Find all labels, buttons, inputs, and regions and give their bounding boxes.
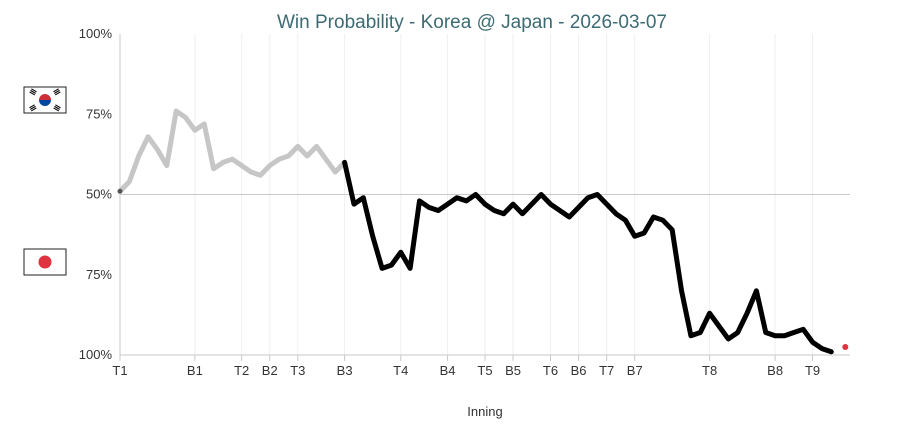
end-marker-dot: [842, 343, 849, 350]
x-tick-label: T5: [477, 363, 492, 378]
x-tick-label: B8: [767, 363, 783, 378]
x-tick-label: B4: [440, 363, 456, 378]
korea-taegeuk-blue: [39, 100, 51, 106]
x-tick-label: B1: [187, 363, 203, 378]
x-tick-label: B6: [571, 363, 587, 378]
japan-flag-disc: [38, 255, 52, 269]
x-tick-label: T4: [393, 363, 408, 378]
x-tick-label: T9: [805, 363, 820, 378]
team-legend: [23, 86, 67, 276]
x-tick-label: T7: [599, 363, 614, 378]
x-axis-title: Inning: [467, 404, 502, 419]
japan-flag-icon: [23, 248, 67, 276]
series-start-point: [117, 188, 123, 194]
x-tick-label: T6: [543, 363, 558, 378]
korea-trigram: [29, 104, 37, 112]
x-tick-label: B3: [337, 363, 353, 378]
korea-flag-icon: [23, 86, 67, 114]
series-layer: [117, 108, 849, 355]
x-tick-label: T3: [290, 363, 305, 378]
chart-title: Win Probability - Korea @ Japan - 2026-0…: [277, 12, 667, 33]
y-tick-label: 100%: [79, 26, 113, 41]
korea-trigram: [29, 88, 37, 96]
x-tick-label: T1: [112, 363, 127, 378]
x-tick-label: T2: [234, 363, 249, 378]
series-line-past: [117, 108, 348, 194]
x-tick-label: B7: [627, 363, 643, 378]
korea-trigram: [53, 88, 61, 96]
y-tick-label: 50%: [86, 187, 112, 202]
x-tick-label: B5: [505, 363, 521, 378]
y-tick-label: 75%: [86, 267, 112, 282]
korea-trigram: [53, 104, 61, 112]
x-tick-label: T8: [702, 363, 717, 378]
korea-taegeuk-red: [39, 94, 51, 100]
series-line-current: [342, 159, 834, 355]
y-tick-label: 100%: [79, 347, 113, 362]
axis-layer: 100%75%50%75%100%T1 B1 T2 B2 T3 B3 T4 B4 T5 B5 T6 B…: [79, 26, 850, 378]
x-tick-label: B2: [262, 363, 278, 378]
y-tick-label: 75%: [86, 106, 112, 121]
